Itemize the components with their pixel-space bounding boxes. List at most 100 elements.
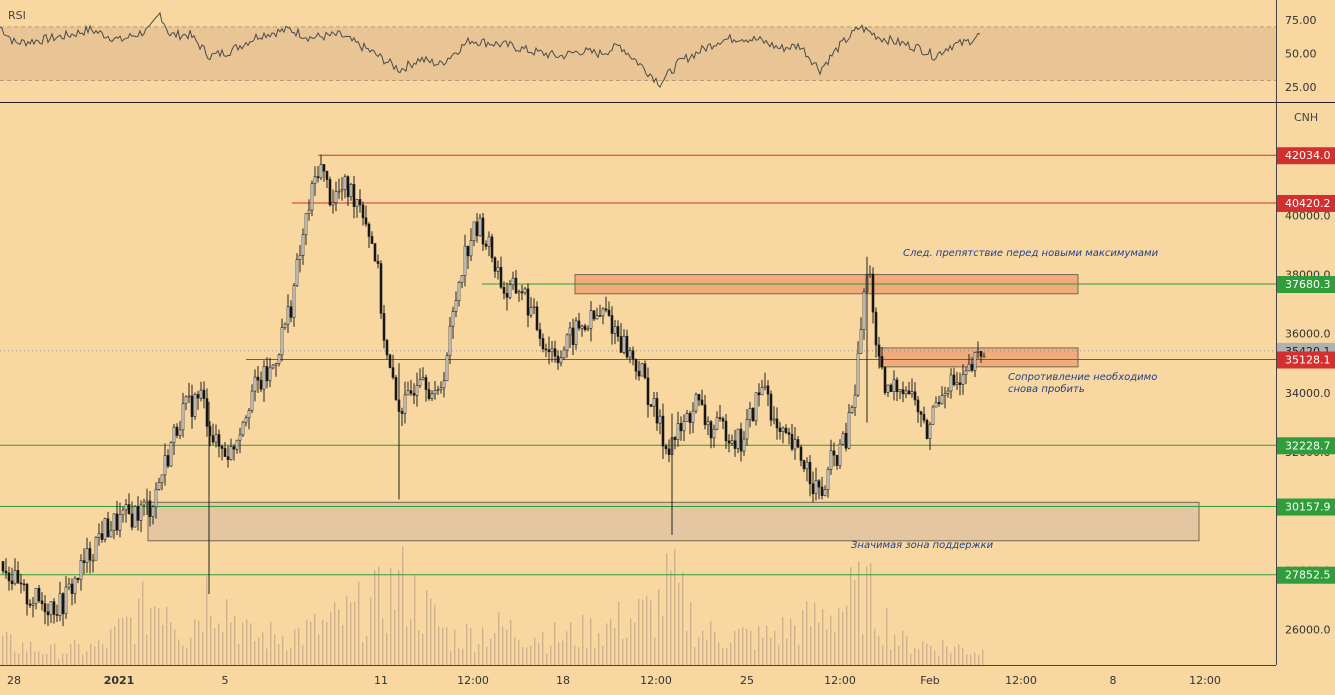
candle-down [376, 260, 380, 264]
volume-bar [390, 568, 392, 665]
candle-up [838, 443, 842, 466]
time-tick-label: 28 [7, 674, 21, 687]
candle-up [34, 587, 38, 605]
candle-up [445, 355, 449, 382]
volume-bar [174, 629, 176, 665]
candle-down [28, 603, 32, 606]
candle-down [352, 183, 356, 207]
candle-down [625, 335, 629, 358]
candle-down [82, 560, 86, 563]
candle-down [922, 413, 926, 421]
candle-down [895, 379, 899, 393]
candle-up [157, 482, 161, 490]
candle-up [49, 601, 53, 616]
volume-bar [114, 626, 116, 665]
volume-bar [762, 637, 764, 665]
volume-bar [690, 602, 692, 665]
candle-up [454, 300, 458, 312]
volume-bar [822, 609, 824, 665]
candle-down [733, 440, 737, 449]
candle-up [754, 392, 758, 422]
candle-up [460, 275, 464, 283]
candles [1, 154, 986, 627]
volume-bar [774, 630, 776, 665]
candle-down [526, 288, 530, 316]
candle-down [673, 437, 677, 440]
candle-down [379, 263, 383, 314]
candle-down [583, 325, 587, 330]
candle-down [610, 315, 614, 334]
candle-up [79, 560, 83, 581]
volume-bar [582, 614, 584, 665]
candle-down [646, 377, 650, 405]
volume-bar [734, 631, 736, 665]
volume-bar [842, 611, 844, 665]
candle-down [493, 257, 497, 272]
volume-bar [170, 622, 172, 665]
candle-up [283, 323, 287, 328]
volume-bar [6, 631, 8, 665]
volume-bar [790, 619, 792, 665]
volume-bar [866, 566, 868, 665]
candle-up [58, 593, 62, 616]
time-tick-label: 25 [740, 674, 754, 687]
volume-bar [342, 624, 344, 665]
volume-bar [642, 599, 644, 665]
candle-down [925, 420, 929, 439]
rsi-tick-label: 25.00 [1285, 81, 1317, 94]
candle-up [931, 406, 935, 425]
candle-down [790, 434, 794, 450]
volume-bar [34, 651, 36, 665]
candle-down [259, 379, 263, 390]
candle-down [607, 309, 611, 316]
volume-bar [446, 627, 448, 665]
volume-bar [942, 640, 944, 665]
volume-bar [694, 647, 696, 665]
candle-down [832, 450, 836, 456]
volume-bar [974, 652, 976, 665]
volume-bar [250, 623, 252, 665]
candle-up [133, 506, 137, 528]
volume-bar [726, 648, 728, 665]
candle-up [163, 455, 167, 476]
volume-bar [474, 652, 476, 665]
candle-up [847, 412, 851, 449]
volume-bar [254, 640, 256, 665]
support-zone[interactable] [147, 501, 1200, 542]
candle-up [178, 429, 182, 436]
candle-up [715, 417, 719, 430]
candle-down [484, 243, 488, 247]
candle-down [913, 391, 917, 401]
candle-down [100, 533, 104, 540]
volume-bar [486, 646, 488, 665]
volume-bar [414, 575, 416, 665]
candle-down [616, 326, 620, 337]
volume-bar [322, 619, 324, 665]
resistance-zone-mid[interactable] [879, 347, 1079, 368]
candle-up [964, 370, 968, 376]
volume-bar [418, 630, 420, 665]
volume-bar [850, 567, 852, 665]
candle-down [877, 344, 881, 357]
candle-up [31, 603, 35, 606]
candle-up [451, 311, 455, 327]
candle-down [571, 327, 575, 346]
volume-bar [670, 570, 672, 665]
volume-bar [794, 625, 796, 665]
candle-up [448, 325, 452, 357]
volume-bar [554, 622, 556, 665]
volume-bar [802, 610, 804, 665]
candle-up [271, 364, 275, 369]
candle-up [676, 423, 680, 440]
volume-bar [682, 572, 684, 665]
volume-bar [890, 649, 892, 665]
candle-up [13, 570, 17, 585]
candle-up [973, 352, 977, 371]
candle-up [262, 366, 266, 390]
currency-label[interactable]: CNH [1294, 111, 1319, 124]
volume-bar [378, 566, 380, 665]
candle-up [142, 501, 146, 506]
candle-down [202, 389, 206, 399]
volume-bar [574, 645, 576, 665]
